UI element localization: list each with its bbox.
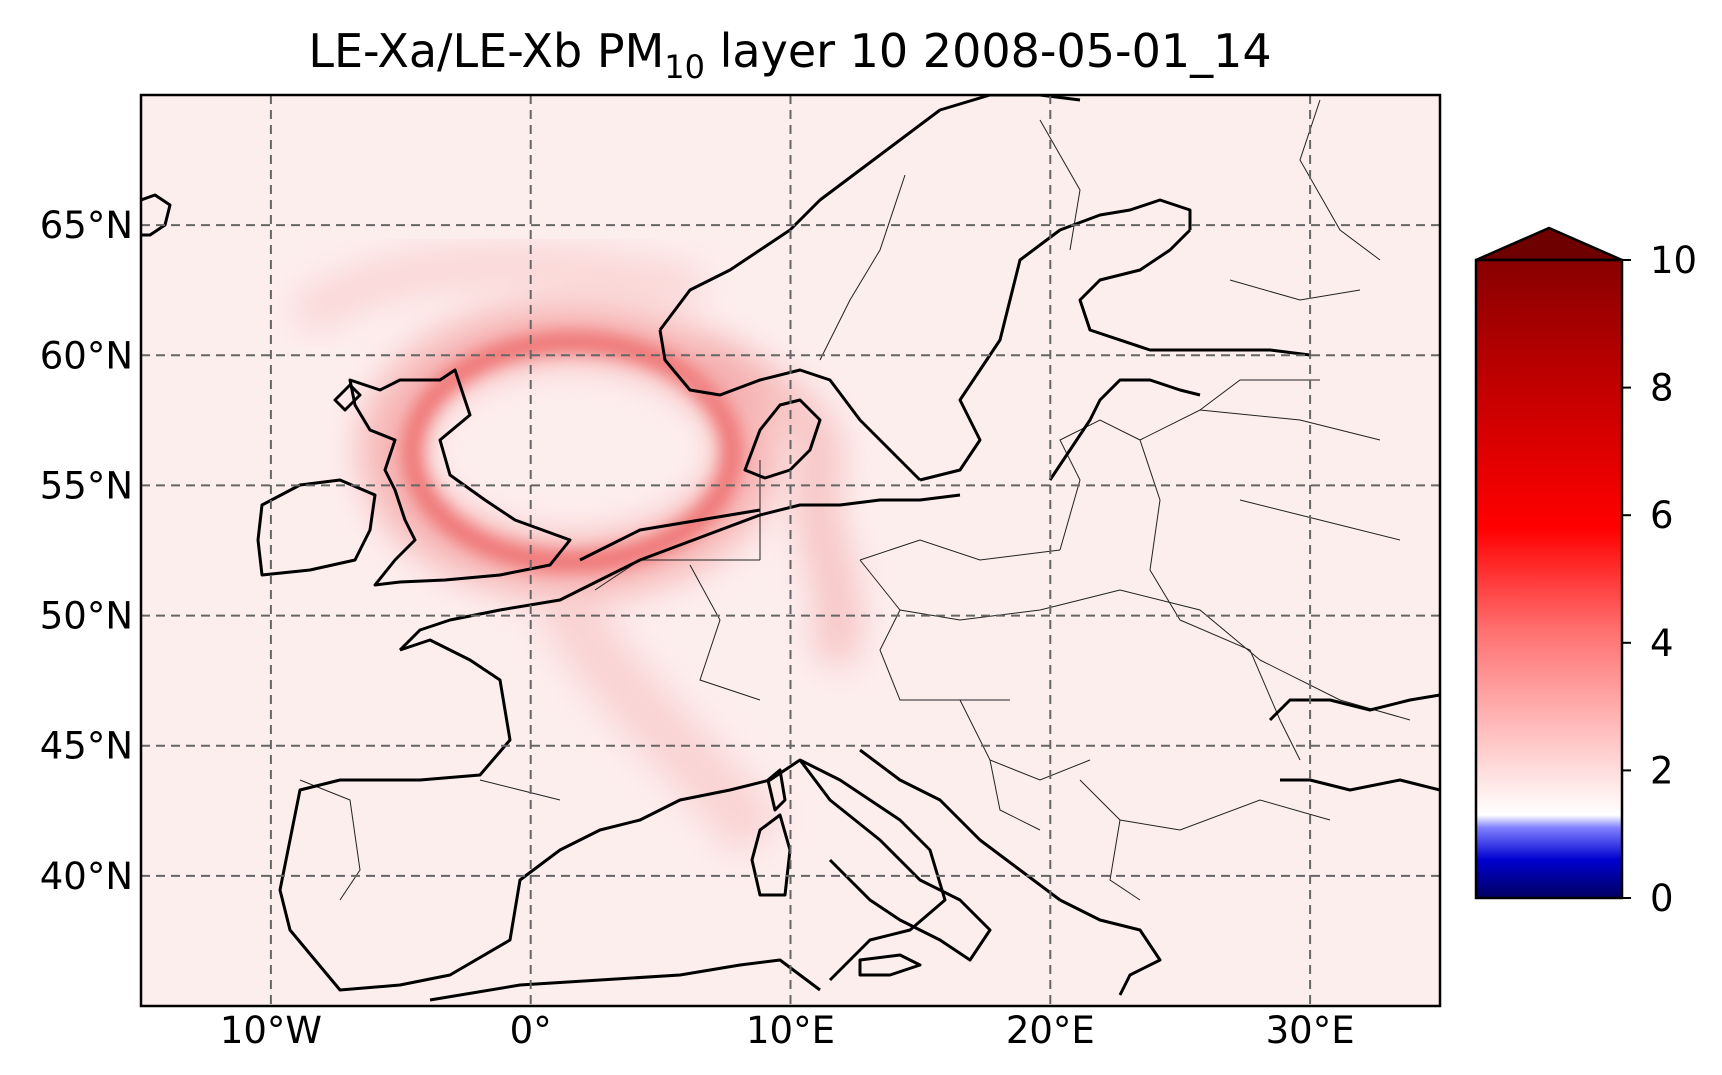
coast-ireland [256,478,377,577]
lat-tick-label: 40°N [40,855,133,898]
lon-tick-label: 30°E [1266,1009,1355,1052]
lon-tick-label: 0° [510,1009,552,1052]
gridlines [141,95,1440,1006]
lat-tick-label: 60°N [40,334,133,377]
coast-sweden-baltic [919,198,1192,482]
coast-scotland-north [333,383,362,412]
coast-africa [429,958,821,1002]
coast-black-sea-south [1280,778,1440,792]
colorbar-gradient [1474,258,1624,900]
plume-arc-west [288,246,705,337]
lat-tick-label: 50°N [40,595,133,638]
coast-norway-south [658,329,922,482]
lat-tick-label: 65°N [40,204,133,247]
map-panel [141,95,1440,1006]
colorbar-tick-label: 10 [1650,239,1697,282]
colorbar-extend-arrow [1475,226,1623,262]
colorbar-tick-label: 2 [1650,749,1674,792]
plume-ring [401,331,743,573]
colorbar-tick-label: 8 [1650,367,1674,410]
coast-greece [1059,898,1162,996]
lat-tick-label: 55°N [40,464,133,507]
coast-corsica [766,768,787,812]
colorbar: 0 2 4 6 8 10 [1474,226,1697,920]
lat-tick-label: 45°N [40,725,133,768]
longitude-tick-labels: 10°W 0° 10°E 20°E 30°E [220,1009,1355,1052]
coast-finland [1078,228,1311,357]
colorbar-tick-label: 0 [1650,877,1674,920]
coastlines [141,95,1440,1002]
country-borders [299,99,1411,901]
chart-title: LE-Xa/LE-Xb PM10 layer 10 2008-05-01_14 [308,24,1271,86]
coast-britain [348,368,572,587]
coast-black-sea [1268,693,1440,722]
colorbar-tick-label: 6 [1650,494,1674,537]
coast-sicily [858,953,922,977]
coast-baltic-states [1048,378,1201,481]
map-frame [139,93,1442,1008]
coast-sardinia [750,813,792,897]
colorbar-ticks: 0 2 4 6 8 10 [1622,239,1697,920]
coast-italy [798,759,992,962]
coast-denmark [743,398,822,480]
plume-band-south [534,584,784,859]
lon-tick-label: 10°E [746,1009,835,1052]
pm10-plume-field [288,246,859,859]
coast-continent [278,638,947,992]
colorbar-tick-label: 4 [1650,622,1674,665]
coast-iceland-edge [141,193,172,237]
coast-france-north [398,493,961,652]
latitude-tick-labels: 40°N 45°N 50°N 55°N 60°N 65°N [40,204,133,898]
coast-north-sea [579,508,761,562]
coast-norway [658,95,1081,331]
lon-tick-label: 10°W [220,1009,322,1052]
lon-tick-label: 20°E [1006,1009,1095,1052]
plume-arm-east [694,340,859,669]
